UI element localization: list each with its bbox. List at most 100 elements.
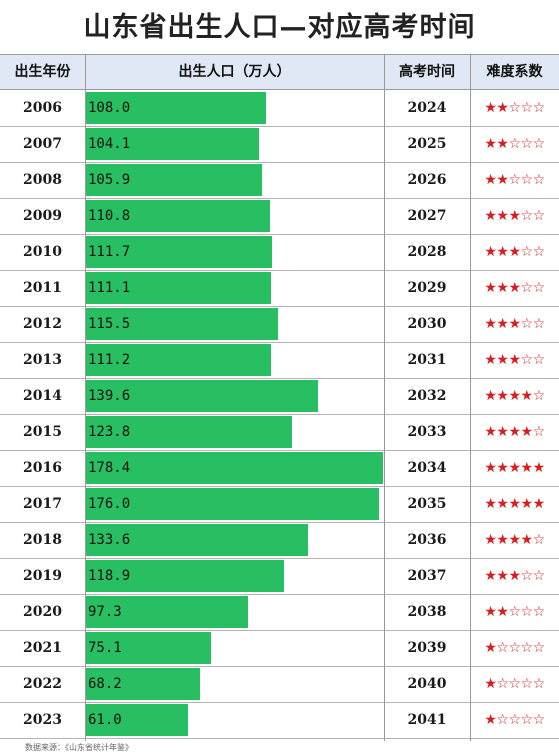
birth-year-cell: 2012 — [23, 316, 62, 332]
population-bar — [86, 560, 284, 592]
table-row: 2014 139.6 2032 ★★★★☆ — [0, 378, 559, 414]
population-value: 75.1 — [88, 640, 122, 656]
row-divider — [0, 522, 559, 523]
table-row: 2019 118.9 2037 ★★★☆☆ — [0, 558, 559, 594]
difficulty-stars-icon: ★★★★★ — [484, 496, 545, 512]
difficulty-stars-icon: ★★☆☆☆ — [484, 604, 545, 620]
table-row: 2023 61.0 2041 ★☆☆☆☆ — [0, 702, 559, 738]
difficulty-stars-icon: ★★★☆☆ — [484, 316, 545, 332]
difficulty-stars-icon: ★☆☆☆☆ — [484, 676, 545, 692]
exam-year-cell: 2026 — [407, 172, 447, 188]
row-divider — [0, 306, 559, 307]
population-value: 105.9 — [88, 172, 131, 188]
header-difficulty: 难度系数 — [470, 55, 559, 90]
header-population: 出生人口（万人） — [85, 55, 384, 90]
table-row: 2007 104.1 2025 ★★☆☆☆ — [0, 126, 559, 162]
table-row: 2020 97.3 2038 ★★☆☆☆ — [0, 594, 559, 630]
population-bar — [86, 488, 379, 520]
exam-year-cell: 2034 — [407, 460, 447, 476]
difficulty-stars-icon: ★★★☆☆ — [484, 568, 545, 584]
population-value: 110.8 — [88, 208, 131, 224]
column-divider — [85, 55, 86, 741]
row-divider — [0, 414, 559, 415]
exam-year-cell: 2031 — [407, 352, 447, 368]
row-divider — [0, 378, 559, 379]
population-table: 出生年份 出生人口（万人） 高考时间 难度系数 2006 108.0 2024 ★★☆… — [0, 54, 559, 741]
birth-year-cell: 2010 — [23, 244, 62, 260]
difficulty-stars-icon: ★★★☆☆ — [484, 244, 545, 260]
row-divider — [0, 486, 559, 487]
row-divider — [0, 558, 559, 559]
difficulty-stars-icon: ★★★★☆ — [484, 532, 545, 548]
population-value: 111.7 — [88, 244, 131, 260]
birth-year-cell: 2017 — [23, 496, 62, 512]
table-row: 2016 178.4 2034 ★★★★★ — [0, 450, 559, 486]
population-bar — [86, 416, 292, 448]
population-bar — [86, 596, 248, 628]
difficulty-stars-icon: ★★★★★ — [484, 460, 545, 476]
birth-year-cell: 2007 — [23, 136, 62, 152]
exam-year-cell: 2033 — [407, 424, 447, 440]
difficulty-stars-icon: ★★☆☆☆ — [484, 172, 545, 188]
row-divider — [0, 594, 559, 595]
difficulty-stars-icon: ★★★★☆ — [484, 424, 545, 440]
population-value: 61.0 — [88, 712, 122, 728]
exam-year-cell: 2036 — [407, 532, 447, 548]
table-row: 2017 176.0 2035 ★★★★★ — [0, 486, 559, 522]
population-bar — [86, 704, 188, 736]
table-row: 2013 111.2 2031 ★★★☆☆ — [0, 342, 559, 378]
exam-year-cell: 2029 — [407, 280, 447, 296]
table-row: 2006 108.0 2024 ★★☆☆☆ — [0, 90, 559, 126]
exam-year-cell: 2024 — [407, 100, 447, 116]
table-row: 2008 105.9 2026 ★★☆☆☆ — [0, 162, 559, 198]
table-row: 2022 68.2 2040 ★☆☆☆☆ — [0, 666, 559, 702]
table-row: 2015 123.8 2033 ★★★★☆ — [0, 414, 559, 450]
birth-year-cell: 2014 — [23, 388, 62, 404]
birth-year-cell: 2020 — [23, 604, 62, 620]
population-bar — [86, 344, 271, 376]
birth-year-cell: 2021 — [23, 640, 62, 656]
difficulty-stars-icon: ★★☆☆☆ — [484, 100, 545, 116]
exam-year-cell: 2041 — [407, 712, 447, 728]
row-divider — [0, 342, 559, 343]
exam-year-cell: 2032 — [407, 388, 447, 404]
birth-year-cell: 2023 — [23, 712, 62, 728]
row-divider — [0, 234, 559, 235]
difficulty-stars-icon: ★☆☆☆☆ — [484, 712, 545, 728]
population-value: 133.6 — [88, 532, 131, 548]
population-value: 97.3 — [88, 604, 122, 620]
birth-year-cell: 2015 — [23, 424, 62, 440]
population-value: 139.6 — [88, 388, 131, 404]
population-bar — [86, 668, 200, 700]
table-row: 2018 133.6 2036 ★★★★☆ — [0, 522, 559, 558]
row-divider — [0, 450, 559, 451]
row-divider — [0, 270, 559, 271]
population-bar — [86, 92, 266, 124]
difficulty-stars-icon: ★★★★☆ — [484, 388, 545, 404]
population-value: 115.5 — [88, 316, 131, 332]
birth-year-cell: 2006 — [23, 100, 62, 116]
population-bar — [86, 272, 271, 304]
birth-year-cell: 2019 — [23, 568, 62, 584]
table-row: 2012 115.5 2030 ★★★☆☆ — [0, 306, 559, 342]
exam-year-cell: 2040 — [407, 676, 447, 692]
birth-year-cell: 2009 — [23, 208, 62, 224]
table-row: 2010 111.7 2028 ★★★☆☆ — [0, 234, 559, 270]
population-value: 178.4 — [88, 460, 131, 476]
exam-year-cell: 2025 — [407, 136, 447, 152]
difficulty-stars-icon: ★★★☆☆ — [484, 352, 545, 368]
page-title: 山东省出生人口—对应高考时间 — [83, 12, 476, 43]
population-bar — [86, 128, 259, 160]
table-row: 2011 111.1 2029 ★★★☆☆ — [0, 270, 559, 306]
row-divider — [0, 702, 559, 703]
exam-year-cell: 2038 — [407, 604, 447, 620]
header-birth-year: 出生年份 — [0, 55, 85, 90]
birth-year-cell: 2013 — [23, 352, 62, 368]
population-bar — [86, 524, 308, 556]
difficulty-stars-icon: ★★★☆☆ — [484, 280, 545, 296]
population-bar — [86, 164, 262, 196]
population-value: 123.8 — [88, 424, 131, 440]
population-value: 108.0 — [88, 100, 131, 116]
exam-year-cell: 2030 — [407, 316, 447, 332]
difficulty-stars-icon: ★★★☆☆ — [484, 208, 545, 224]
